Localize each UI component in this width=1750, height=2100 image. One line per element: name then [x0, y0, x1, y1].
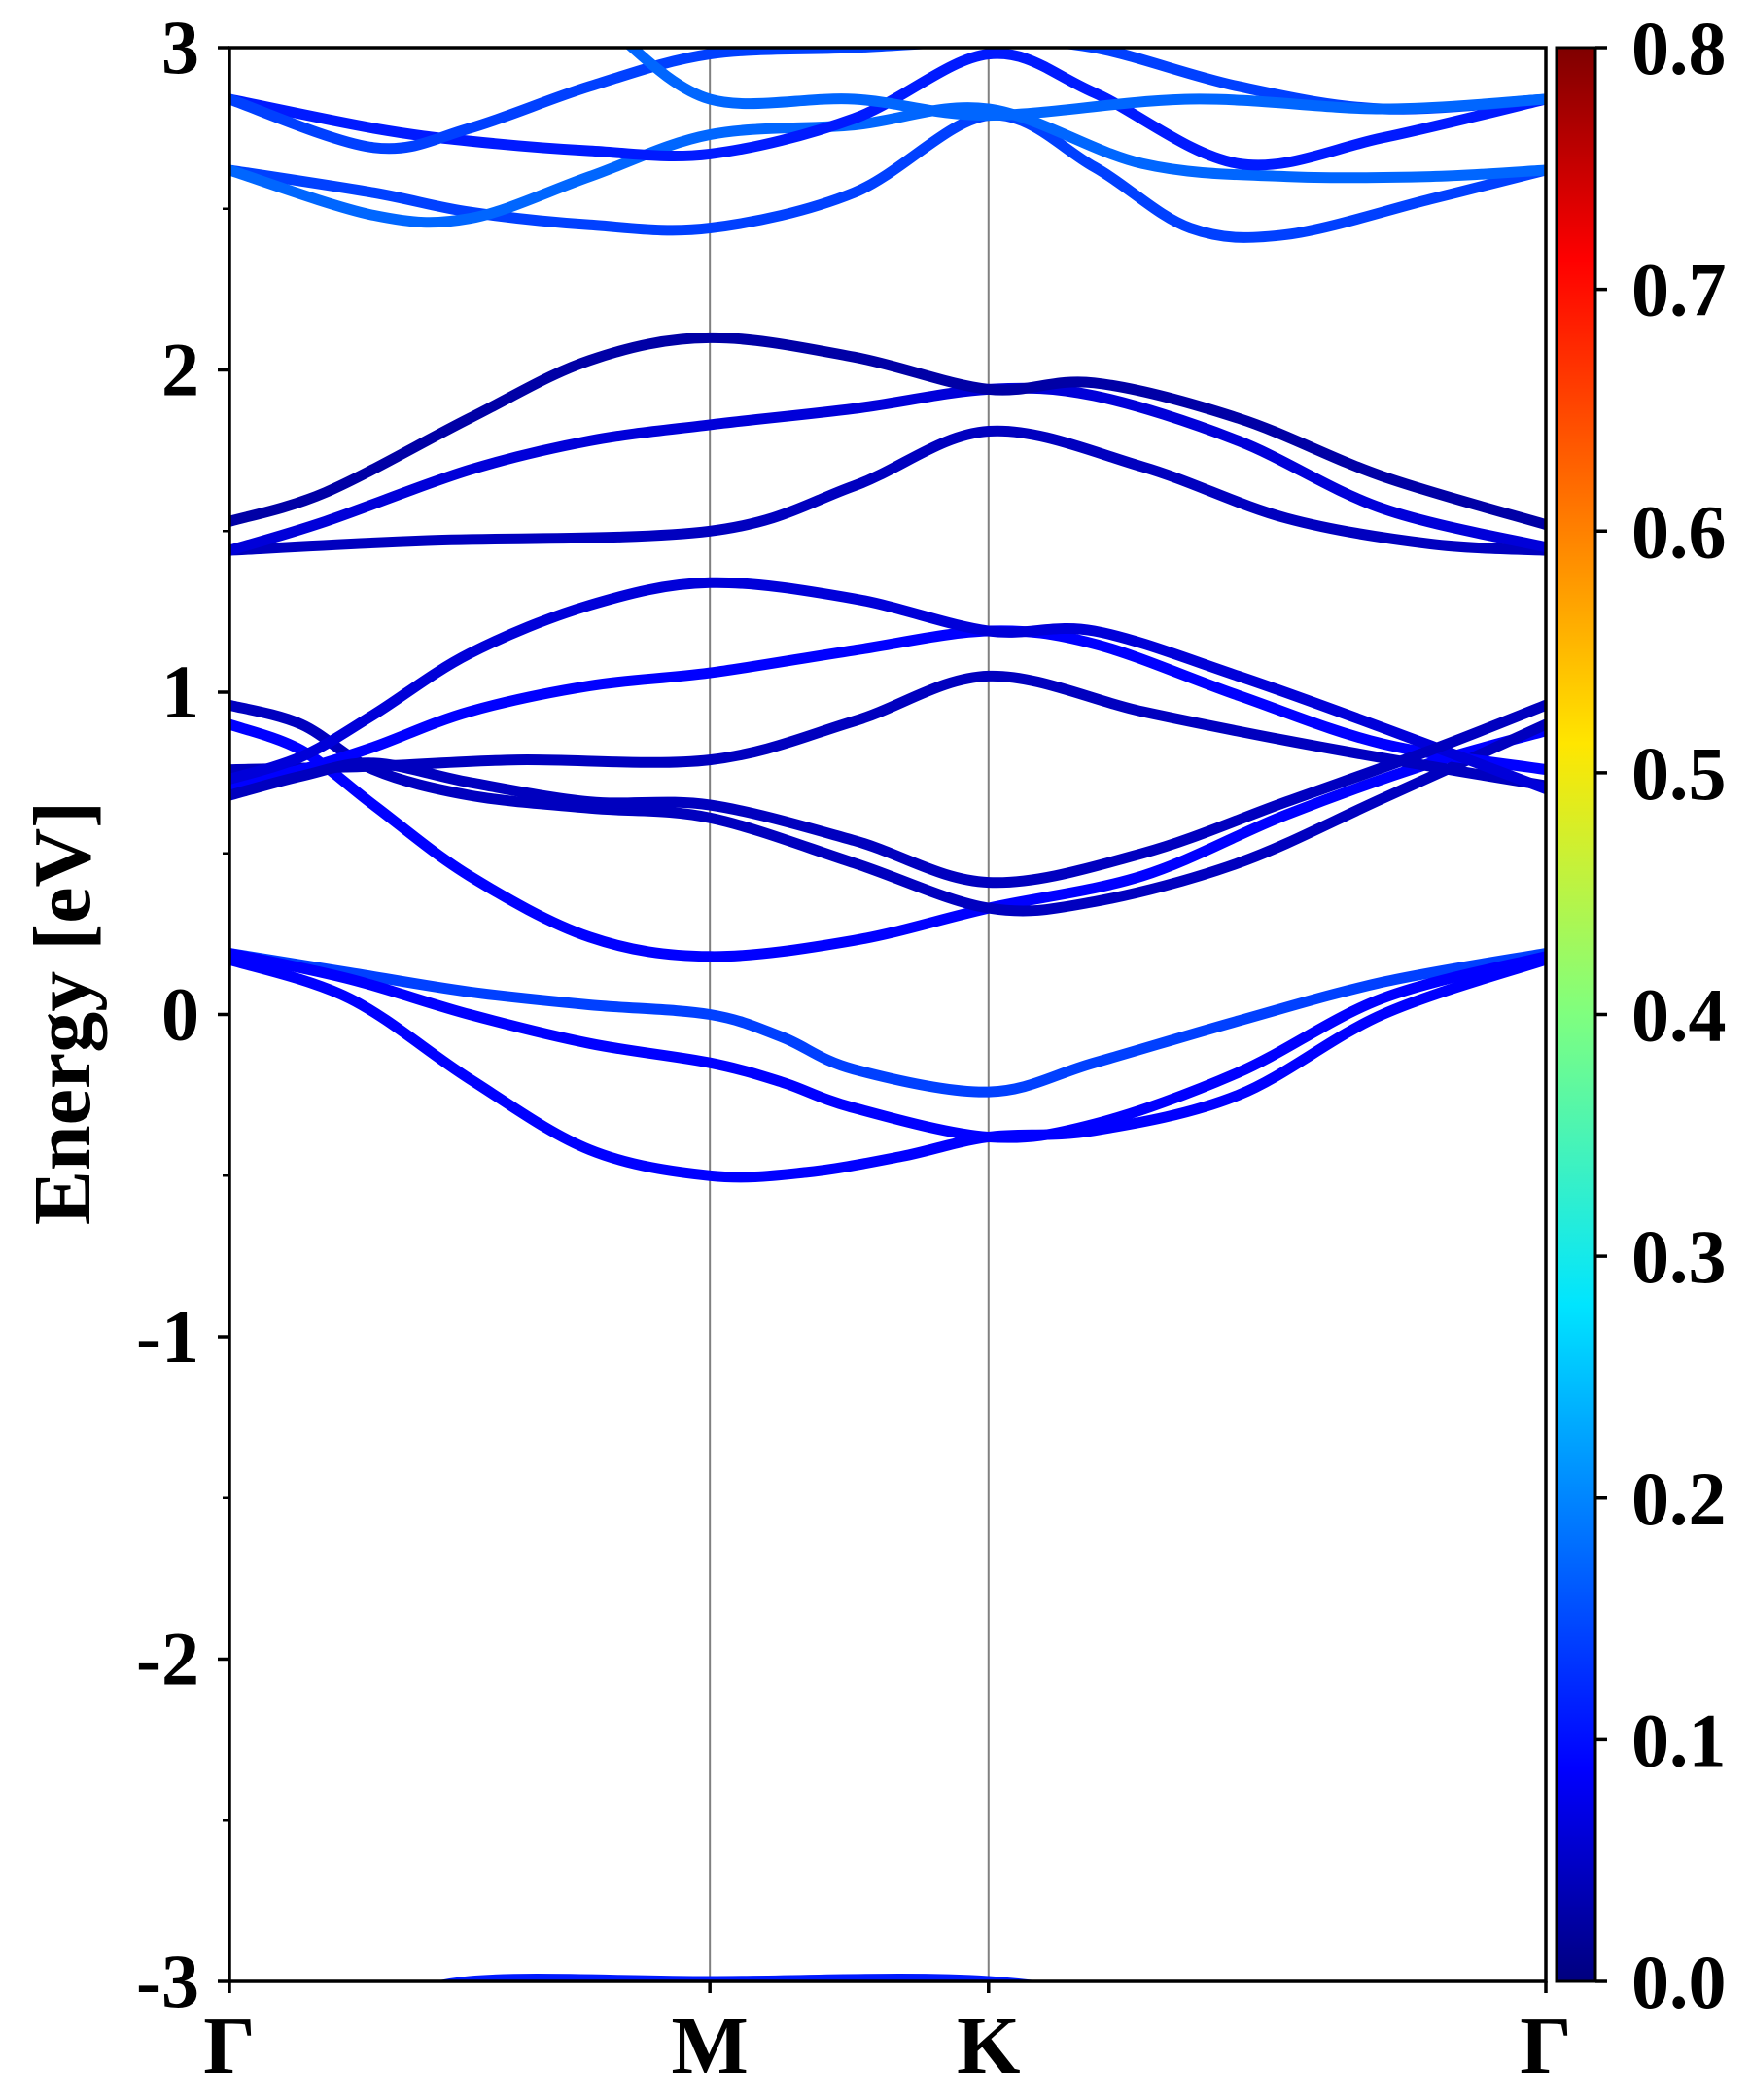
y-tick-label: 0 [161, 972, 199, 1057]
band-line-15 [229, 102, 1546, 228]
colorbar-tick-label: 0.1 [1631, 1698, 1727, 1782]
x-tick-label: Γ [1520, 2001, 1571, 2091]
band-line-1 [435, 1974, 1044, 1981]
band-line-2 [229, 948, 1546, 1098]
x-tick-label: K [957, 2001, 1020, 2091]
x-tick-label: M [672, 2001, 749, 2091]
y-tick-label: 3 [161, 5, 199, 89]
band-line-10 [229, 699, 1546, 889]
colorbar-tick-label: 0.2 [1631, 1456, 1727, 1541]
band-line-9 [229, 577, 1546, 794]
y-tick-label: -3 [136, 1939, 199, 2023]
colorbar-tick-label: 0.3 [1631, 1214, 1727, 1299]
band-line-7 [229, 670, 1546, 791]
y-axis-ticks: -3 -2 -1 0 1 2 3 [136, 5, 229, 2023]
band-line-8 [229, 625, 1546, 791]
band-line-18 [624, 48, 1546, 122]
y-tick-label: 1 [161, 649, 199, 734]
band-line-11 [229, 425, 1546, 556]
band-lines [229, 48, 1546, 1981]
y-tick-label: -2 [136, 1617, 199, 1701]
band-line-3 [229, 948, 1546, 1143]
x-tick-label: Γ [203, 2001, 255, 2091]
y-axis-title: Energy [eV] [18, 801, 108, 1225]
band-line-6 [229, 699, 1546, 917]
colorbar-ticks: 0.0 0.1 0.2 0.3 0.4 0.5 0.6 0.7 0.8 [1595, 6, 1727, 2024]
band-line-14 [229, 109, 1546, 243]
band-line-16 [229, 48, 1546, 171]
colorbar-tick-label: 0.0 [1631, 1940, 1727, 2024]
band-line-17 [229, 48, 1546, 155]
band-line-13 [229, 332, 1546, 531]
band-line-12 [229, 382, 1546, 556]
y-tick-label: -1 [136, 1294, 199, 1379]
band-line-4 [229, 954, 1546, 1183]
colorbar-tick-label: 0.5 [1631, 731, 1727, 816]
band-line-5 [229, 718, 1546, 962]
colorbar-tick-label: 0.8 [1631, 6, 1727, 90]
colorbar-tick-label: 0.4 [1631, 973, 1727, 1058]
colorbar-tick-label: 0.7 [1631, 248, 1727, 332]
y-tick-label: 2 [161, 328, 199, 412]
colorbar-tick-label: 0.6 [1631, 489, 1727, 574]
colorbar [1555, 46, 1597, 1983]
